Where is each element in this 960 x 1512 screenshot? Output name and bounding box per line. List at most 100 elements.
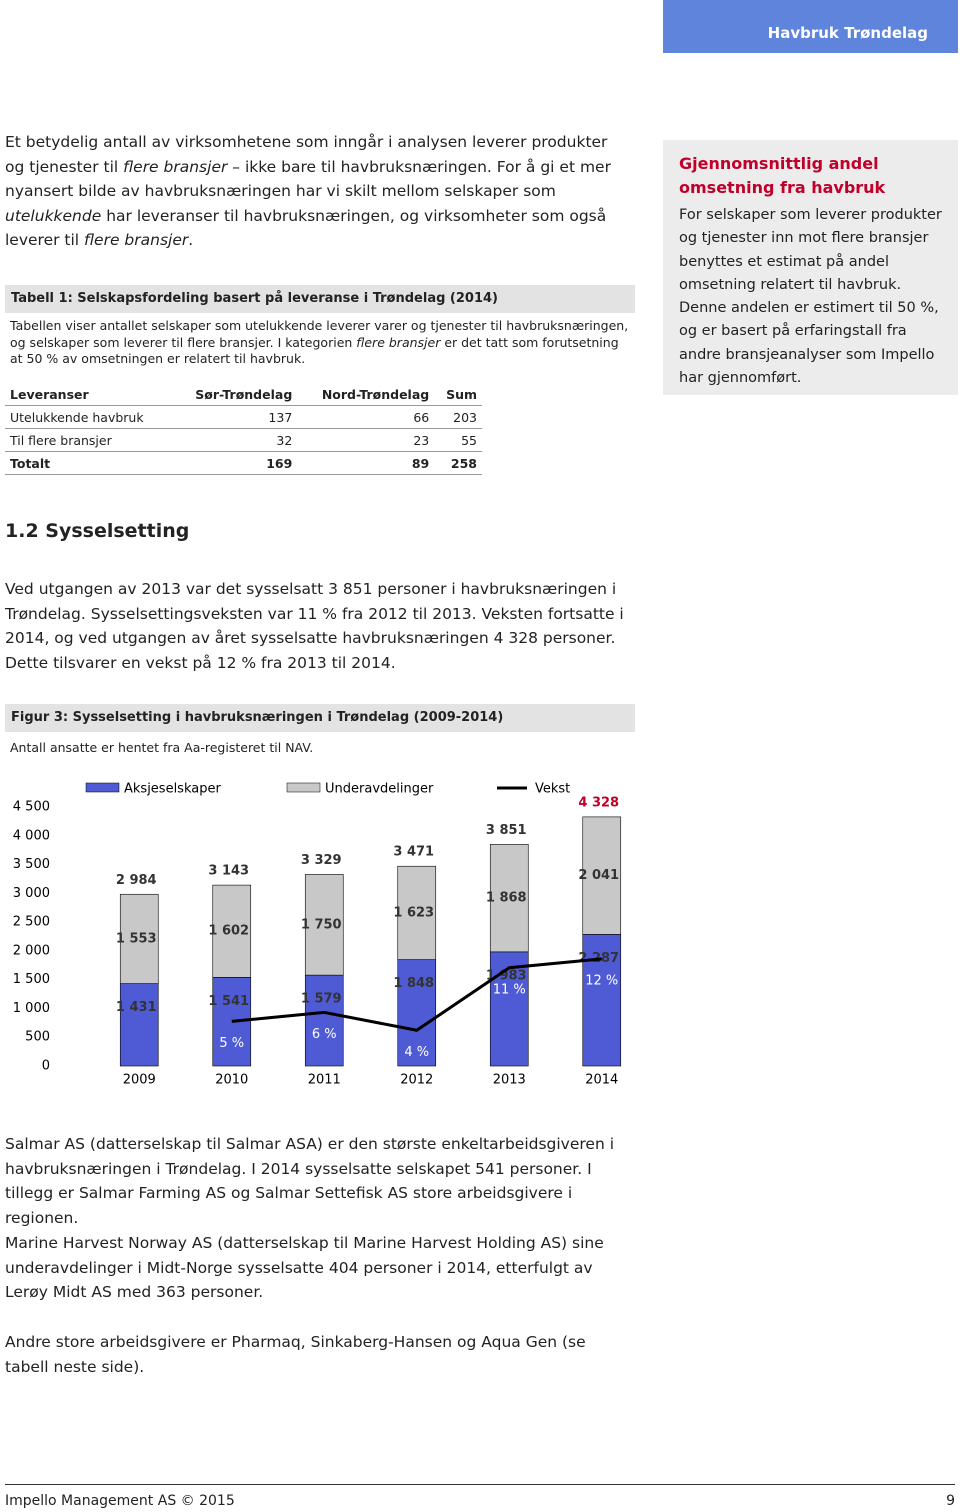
bar-segment bbox=[582, 934, 622, 1067]
growth-label: 6 % bbox=[312, 1027, 337, 1042]
text: . bbox=[188, 231, 194, 250]
text: er det tatt som forutsetning at 50 % av … bbox=[10, 334, 619, 367]
legend-label: Underavdelinger bbox=[325, 782, 434, 797]
growth-label: 12 % bbox=[585, 973, 618, 988]
table-note: Tabellen viser antallet selskaper som ut… bbox=[10, 318, 635, 368]
growth-label: 5 % bbox=[219, 1036, 244, 1051]
y-tick-label: 2 000 bbox=[13, 943, 50, 958]
page-number: 9 bbox=[946, 1493, 955, 1509]
y-tick-label: 500 bbox=[25, 1030, 50, 1045]
total-label: 3 143 bbox=[208, 864, 249, 879]
value-label: 1 623 bbox=[393, 905, 434, 920]
x-tick-label: 2009 bbox=[123, 1073, 156, 1088]
value-label: 1 553 bbox=[116, 931, 157, 946]
cell: 169 bbox=[172, 451, 298, 475]
figure-caption: Figur 3: Sysselsetting i havbruksnæringe… bbox=[5, 704, 635, 732]
table-header: Leveranser Sør-Trøndelag Nord-Trøndelag Sum bbox=[5, 383, 482, 406]
legend-swatch bbox=[286, 782, 321, 793]
total-label: 3 329 bbox=[301, 853, 342, 868]
text: utelukkende bbox=[5, 206, 102, 225]
paragraph: Andre store arbeidsgivere er Pharmaq, Si… bbox=[5, 1333, 586, 1376]
legend-label: Vekst bbox=[535, 782, 570, 797]
text: Tabellen viser antallet selskaper som ut… bbox=[10, 318, 629, 350]
y-tick-label: 4 500 bbox=[13, 800, 50, 815]
cell: 203 bbox=[434, 405, 482, 429]
figure-note: Antall ansatte er hentet fra Aa-register… bbox=[10, 740, 314, 755]
value-label: 1 983 bbox=[486, 968, 527, 983]
text: flere bransjer bbox=[123, 157, 228, 176]
y-tick-label: 3 000 bbox=[13, 886, 50, 901]
footer-company: Impello Management AS © 2015 bbox=[5, 1493, 235, 1509]
cell: Sum bbox=[434, 383, 482, 406]
table-row: Utelukkende havbruk 137 66 203 bbox=[5, 405, 482, 429]
value-label: 1 579 bbox=[301, 992, 342, 1007]
x-tick-label: 2010 bbox=[215, 1073, 248, 1088]
sidebar: Gjennomsnittlig andel omsetning fra havb… bbox=[663, 140, 958, 395]
text: flere bransjer bbox=[84, 231, 189, 250]
cell: 89 bbox=[297, 451, 435, 475]
bar-segment bbox=[489, 844, 529, 953]
sidebar-title: Gjennomsnittlig andel omsetning fra havb… bbox=[679, 154, 886, 197]
cell: 66 bbox=[297, 405, 435, 429]
cell: 23 bbox=[297, 428, 435, 452]
cell: Leveranser bbox=[5, 383, 173, 406]
value-label: 1 848 bbox=[393, 976, 434, 991]
text: Et betydelig antall av virksomhetene som… bbox=[5, 133, 608, 176]
bar-segment bbox=[489, 951, 529, 1067]
table-row: Totalt 169 89 258 bbox=[5, 451, 482, 475]
total-label: 4 328 bbox=[578, 795, 619, 810]
cell: 55 bbox=[434, 428, 482, 452]
total-label: 2 984 bbox=[116, 873, 157, 888]
text: har leveranser til havbruksnæringen, og … bbox=[5, 206, 607, 250]
text: flere bransjer bbox=[356, 334, 441, 350]
y-tick-label: 0 bbox=[42, 1059, 50, 1074]
bar-segment bbox=[119, 893, 159, 984]
bar-segment bbox=[397, 959, 437, 1067]
bar-segment bbox=[582, 816, 622, 935]
value-label: 1 541 bbox=[208, 994, 249, 1009]
total-label: 3 851 bbox=[486, 823, 527, 838]
bar-segment bbox=[119, 983, 159, 1067]
paragraph: Salmar AS (datterselskap til Salmar ASA)… bbox=[5, 1135, 615, 1227]
cell: 258 bbox=[434, 451, 482, 475]
y-tick-label: 3 500 bbox=[13, 857, 50, 872]
cell: 32 bbox=[172, 428, 298, 452]
legend-swatch bbox=[85, 782, 120, 793]
y-tick-label: 1 500 bbox=[13, 972, 50, 987]
value-label: 2 041 bbox=[578, 868, 619, 883]
value-label: 1 750 bbox=[301, 917, 342, 932]
intro-text: Et betydelig antall av virksomhetene som… bbox=[5, 130, 625, 253]
cell: Nord-Trøndelag bbox=[297, 383, 435, 406]
chart: 0 500 1 000 1 500 2 000 2 500 3 000 3 500 4 000 4… bbox=[13, 782, 622, 1088]
x-tick-label: 2014 bbox=[585, 1073, 618, 1088]
growth-line bbox=[231, 957, 602, 1032]
y-tick-label: 4 000 bbox=[13, 828, 50, 843]
value-label: 1 602 bbox=[208, 924, 249, 939]
bar-segment bbox=[212, 884, 252, 978]
cell: Totalt bbox=[5, 451, 173, 475]
footer: Impello Management AS © 2015 9 bbox=[5, 1484, 955, 1509]
y-tick-label: 1 000 bbox=[13, 1001, 50, 1016]
table-caption: Tabell 1: Selskapsfordeling basert på le… bbox=[5, 285, 635, 313]
x-tick-label: 2011 bbox=[308, 1073, 341, 1088]
paragraph: Marine Harvest Norway AS (datterselskap … bbox=[5, 1234, 604, 1302]
bar-segment bbox=[212, 977, 252, 1067]
total-label: 3 471 bbox=[393, 845, 434, 860]
legend-label: Aksjeselskaper bbox=[124, 782, 221, 797]
text: – ikke bare til havbruksnæringen. For å … bbox=[5, 157, 611, 201]
cell: Sør-Trøndelag bbox=[172, 383, 298, 406]
section-text: Ved utgangen av 2013 var det sysselsatt … bbox=[5, 580, 624, 672]
cell: 137 bbox=[172, 405, 298, 429]
cell: Til flere bransjer bbox=[5, 428, 173, 452]
value-label: 1 868 bbox=[486, 891, 527, 906]
value-label: 1 431 bbox=[116, 1000, 157, 1015]
growth-label: 4 % bbox=[404, 1045, 429, 1060]
cell: Utelukkende havbruk bbox=[5, 405, 173, 429]
table-row: Til flere bransjer 32 23 55 bbox=[5, 428, 482, 452]
growth-label: 11 % bbox=[493, 982, 526, 997]
table: Leveranser Sør-Trøndelag Nord-Trøndelag Sum… bbox=[5, 383, 482, 475]
y-tick-label: 2 500 bbox=[13, 915, 50, 930]
bar-segment bbox=[304, 874, 344, 976]
section-heading: 1.2 Sysselsetting bbox=[5, 520, 190, 542]
